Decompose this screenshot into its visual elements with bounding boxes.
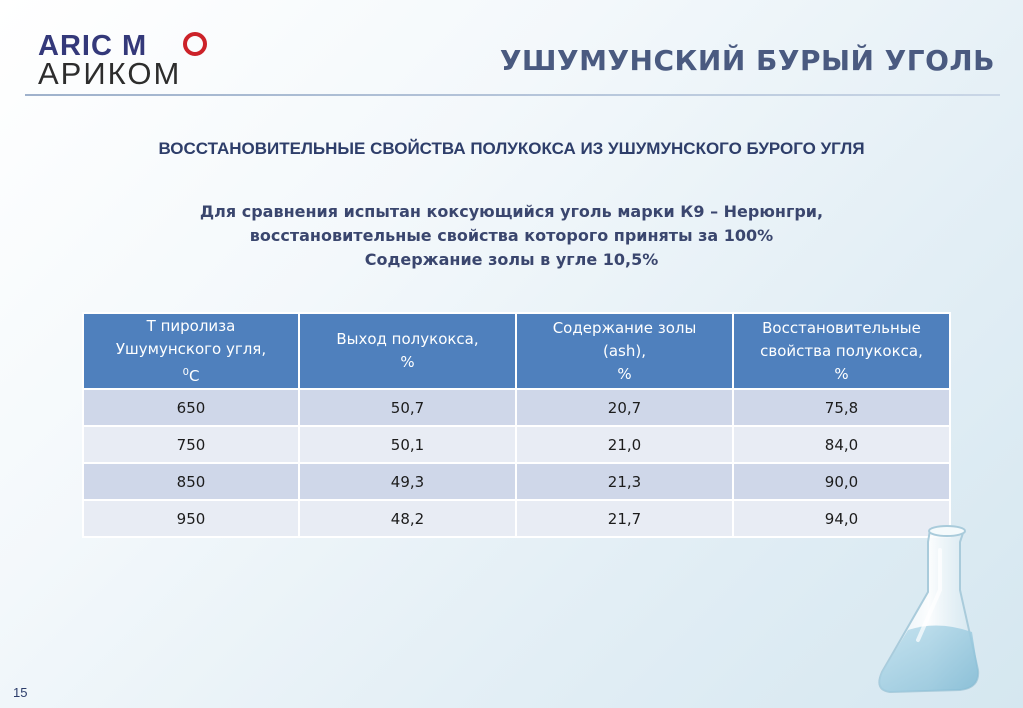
cell-ash: 21,3 — [515, 462, 734, 501]
comparison-note: Для сравнения испытан коксующийся уголь … — [0, 200, 1023, 272]
cell-reducing: 75,8 — [732, 388, 951, 427]
note-line-3: Содержание золы в угле 10,5% — [364, 250, 659, 269]
logo-latin: ARIC M — [38, 30, 148, 62]
page-number: 15 — [13, 685, 28, 700]
cell-reducing: 90,0 — [732, 462, 951, 501]
cell-ash: 20,7 — [515, 388, 734, 427]
table-row: 650 50,7 20,7 75,8 — [82, 388, 951, 427]
col-header-reducing-properties: Восстановительные свойства полукокса, % — [732, 312, 951, 390]
semicoke-properties-table: Т пиролиза Ушумунского угля, 0С Выход по… — [82, 312, 951, 538]
cell-reducing: 84,0 — [732, 425, 951, 464]
page-title: УШУМУНСКИЙ БУРЫЙ УГОЛЬ — [499, 44, 995, 77]
note-line-2: восстановительные свойства которого прин… — [249, 226, 774, 245]
col-header-pyrolysis-temp: Т пиролиза Ушумунского угля, 0С — [82, 312, 300, 390]
cell-temp: 850 — [82, 462, 300, 501]
cell-yield: 50,7 — [298, 388, 517, 427]
table-row: 950 48,2 21,7 94,0 — [82, 499, 951, 538]
col-header-ash-content: Содержание золы (ash), % — [515, 312, 734, 390]
slide-subtitle: ВОССТАНОВИТЕЛЬНЫЕ СВОЙСТВА ПОЛУКОКСА ИЗ … — [158, 139, 865, 158]
table-header-row: Т пиролиза Ушумунского угля, 0С Выход по… — [82, 312, 951, 390]
cell-temp: 750 — [82, 425, 300, 464]
cell-temp: 650 — [82, 388, 300, 427]
header-divider — [25, 94, 1000, 96]
cell-yield: 49,3 — [298, 462, 517, 501]
cell-ash: 21,0 — [515, 425, 734, 464]
cell-ash: 21,7 — [515, 499, 734, 538]
table-row: 750 50,1 21,0 84,0 — [82, 425, 951, 464]
logo-cyrillic: АРИКОМ — [38, 56, 182, 91]
note-line-1: Для сравнения испытан коксующийся уголь … — [199, 202, 824, 221]
lab-flask-icon — [878, 525, 980, 694]
table-row: 850 49,3 21,3 90,0 — [82, 462, 951, 501]
aricom-logo: ARIC M АРИКОМ — [38, 30, 233, 90]
cell-reducing: 94,0 — [732, 499, 951, 538]
cell-yield: 48,2 — [298, 499, 517, 538]
cell-temp: 950 — [82, 499, 300, 538]
col-header-semicoke-yield: Выход полукокса, % — [298, 312, 517, 390]
logo-ring-icon — [183, 32, 207, 56]
cell-yield: 50,1 — [298, 425, 517, 464]
